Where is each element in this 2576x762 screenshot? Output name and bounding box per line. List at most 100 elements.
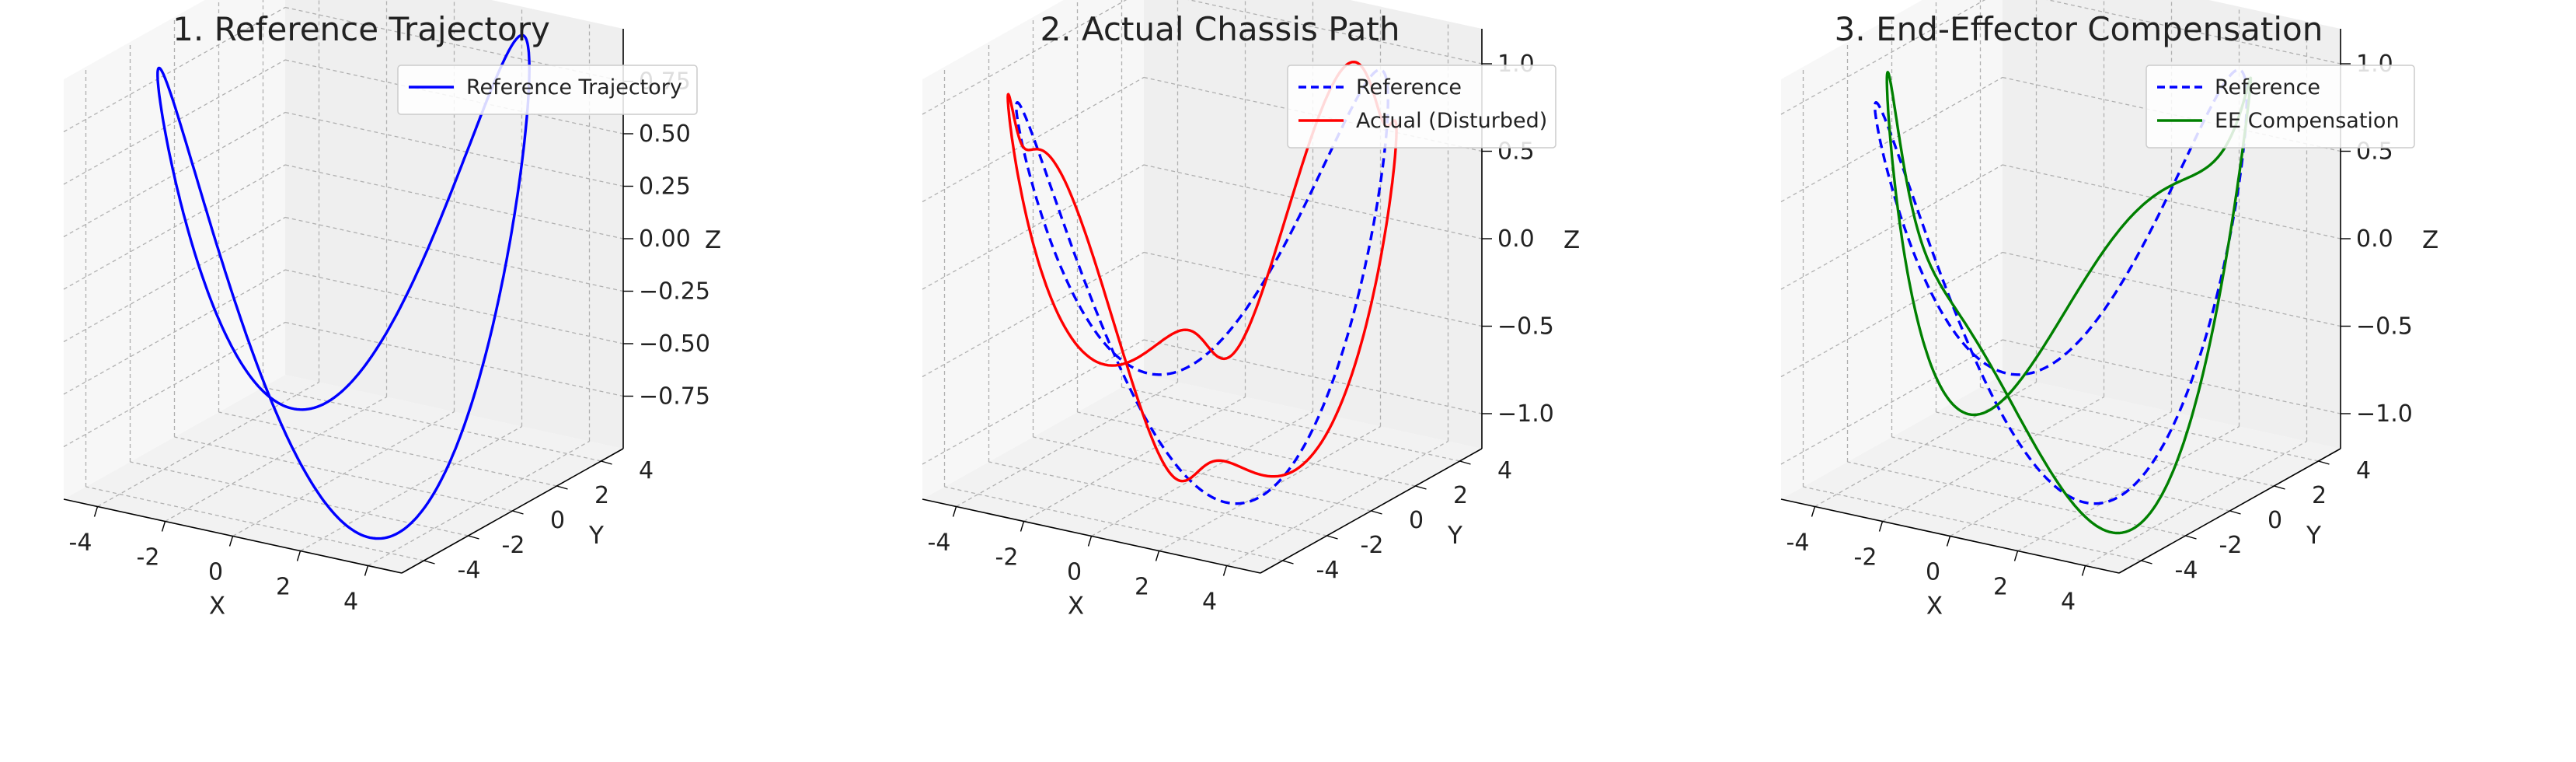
y-tick-label: 2 bbox=[2312, 482, 2327, 509]
grid-line bbox=[1780, 164, 2003, 290]
grid bbox=[63, 0, 624, 567]
x-axis-label: X bbox=[1068, 592, 1084, 620]
x-tick bbox=[1020, 521, 1025, 532]
grid-line bbox=[284, 164, 624, 239]
y-axis-label: Y bbox=[1447, 522, 1462, 550]
grid-line bbox=[284, 59, 624, 135]
z-tick-label: −1.0 bbox=[1497, 400, 1554, 428]
z-tick-label: −0.50 bbox=[639, 330, 710, 358]
y-tick bbox=[1415, 485, 1427, 490]
y-tick-label: 4 bbox=[639, 457, 654, 484]
y-tick bbox=[2229, 510, 2241, 515]
grid-line bbox=[922, 164, 1145, 290]
x-axis-label: X bbox=[1926, 592, 1943, 620]
series-line-reference bbox=[1874, 68, 2248, 505]
x-tick bbox=[952, 506, 957, 517]
grid-line bbox=[1950, 411, 2172, 537]
y-tick-label: -4 bbox=[2175, 557, 2198, 584]
x-tick-label: 2 bbox=[276, 574, 291, 601]
grid-line bbox=[1121, 386, 1460, 462]
y-tick bbox=[2274, 485, 2285, 490]
grid-line bbox=[922, 251, 1145, 378]
grid-line bbox=[922, 76, 1145, 203]
x-tick-label: -2 bbox=[1854, 544, 1877, 572]
legend: Reference Trajectory bbox=[397, 65, 698, 115]
x-tick-label: -2 bbox=[995, 544, 1019, 572]
y-tick-label: 0 bbox=[2268, 507, 2282, 534]
x-tick-label: -4 bbox=[1786, 530, 1810, 557]
y-tick-label: -2 bbox=[2219, 532, 2243, 559]
z-tick-label: 0.0 bbox=[1497, 225, 1535, 253]
grid-line bbox=[284, 269, 624, 344]
x-tick-label: 0 bbox=[1926, 559, 1940, 586]
x-tick-label: 4 bbox=[343, 589, 358, 616]
grid-line bbox=[1780, 0, 1986, 115]
legend-label: Actual (Disturbed) bbox=[1356, 109, 1547, 133]
grid-line bbox=[2002, 251, 2341, 327]
legend: Reference Actual (Disturbed) bbox=[1287, 65, 1556, 149]
y-tick bbox=[424, 560, 435, 565]
left-pane bbox=[922, 0, 1144, 499]
grid-line bbox=[284, 111, 624, 187]
x-tick bbox=[1811, 506, 1816, 517]
series-line-reference bbox=[1015, 68, 1389, 505]
y-tick-label: -2 bbox=[1361, 532, 1384, 559]
grid-line bbox=[1882, 396, 2104, 523]
grid-line bbox=[2046, 0, 2341, 65]
grid-line bbox=[1780, 339, 2003, 465]
y-tick bbox=[1326, 535, 1338, 540]
grid-line bbox=[2002, 339, 2341, 414]
grid-line bbox=[1033, 436, 1372, 512]
y-tick bbox=[468, 535, 479, 540]
x-tick-label: 2 bbox=[1993, 574, 2008, 601]
x-tick bbox=[93, 506, 99, 517]
grid-line bbox=[284, 321, 624, 397]
x-tick-label: 4 bbox=[1202, 589, 1217, 616]
grid-line bbox=[1936, 411, 2274, 487]
grid-line bbox=[63, 269, 286, 395]
y-tick bbox=[1371, 510, 1382, 515]
x-tick-label: 0 bbox=[1067, 559, 1082, 586]
x-tick bbox=[1087, 536, 1093, 547]
grid-line bbox=[1780, 76, 2003, 203]
grid-line bbox=[2002, 164, 2341, 239]
chart-title: 1. Reference Trajectory bbox=[173, 10, 550, 48]
grid-line bbox=[63, 6, 286, 133]
x-tick-label: 0 bbox=[208, 559, 223, 586]
x-tick bbox=[2081, 565, 2086, 576]
x-tick bbox=[1946, 536, 1951, 547]
legend-box bbox=[397, 65, 698, 115]
x-tick bbox=[296, 551, 302, 561]
grid-line bbox=[944, 486, 1283, 561]
chart-title: 2. Actual Chassis Path bbox=[1041, 10, 1400, 48]
x-tick bbox=[161, 521, 166, 532]
z-tick-label: 0.00 bbox=[639, 225, 691, 253]
x-tick bbox=[1155, 551, 1160, 561]
y-tick-label: 2 bbox=[594, 482, 609, 509]
grid-line bbox=[1980, 386, 2319, 462]
grid-line bbox=[2085, 440, 2307, 567]
z-tick-label: −1.0 bbox=[2356, 400, 2413, 428]
z-tick-label: −0.75 bbox=[639, 383, 710, 411]
y-tick-label: 0 bbox=[550, 507, 565, 534]
grid bbox=[922, 0, 1483, 567]
grid-line bbox=[1091, 411, 1313, 537]
grid-line bbox=[1023, 396, 1246, 523]
y-tick bbox=[2185, 535, 2197, 540]
chart-title: 3. End-Effector Compensation bbox=[1835, 10, 2323, 48]
grid-line bbox=[63, 59, 286, 185]
grid-line bbox=[1143, 251, 1483, 327]
grid-line bbox=[922, 0, 1128, 115]
grid-line bbox=[1847, 461, 2186, 537]
y-tick-label: 0 bbox=[1409, 507, 1424, 534]
grid-line bbox=[263, 386, 601, 462]
grid-line bbox=[218, 411, 557, 487]
grid-line bbox=[85, 486, 424, 561]
y-tick-label: 2 bbox=[1453, 482, 1468, 509]
x-tick bbox=[2013, 551, 2019, 561]
z-tick-label: 0.50 bbox=[639, 121, 691, 148]
z-tick-label: −0.25 bbox=[639, 278, 710, 306]
x-tick-label: -4 bbox=[69, 530, 92, 557]
legend-box bbox=[2146, 65, 2415, 149]
